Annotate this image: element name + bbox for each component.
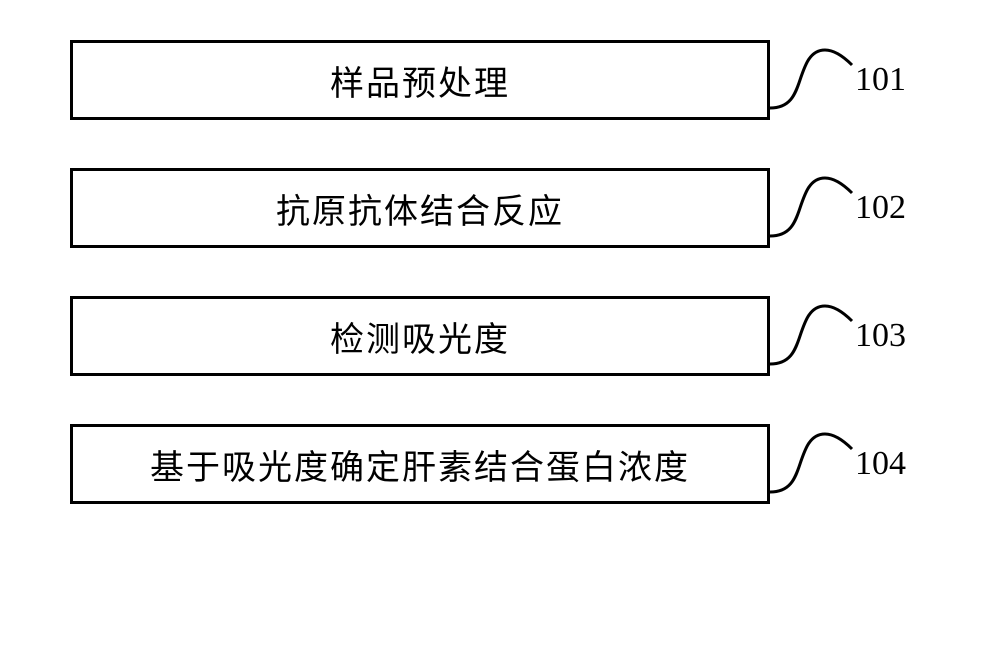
connector-path-4 <box>770 434 852 492</box>
step-text-1: 样品预处理 <box>330 56 510 105</box>
step-label-1: 101 <box>855 61 906 99</box>
connector-1 <box>770 40 860 120</box>
step-row-2: 抗原抗体结合反应 102 <box>70 168 930 248</box>
step-text-2: 抗原抗体结合反应 <box>276 184 564 233</box>
step-box-2: 抗原抗体结合反应 <box>70 168 770 248</box>
flowchart-container: 样品预处理 101 抗原抗体结合反应 102 检测吸光度 103 <box>70 40 930 552</box>
step-row-3: 检测吸光度 103 <box>70 296 930 376</box>
step-text-3: 检测吸光度 <box>330 312 510 361</box>
step-label-4: 104 <box>855 445 906 483</box>
step-row-1: 样品预处理 101 <box>70 40 930 120</box>
step-row-4: 基于吸光度确定肝素结合蛋白浓度 104 <box>70 424 930 504</box>
connector-3 <box>770 296 860 376</box>
step-text-4: 基于吸光度确定肝素结合蛋白浓度 <box>150 440 690 489</box>
connector-2 <box>770 168 860 248</box>
connector-4 <box>770 424 860 504</box>
connector-path-2 <box>770 178 852 236</box>
step-box-1: 样品预处理 <box>70 40 770 120</box>
step-box-3: 检测吸光度 <box>70 296 770 376</box>
step-box-4: 基于吸光度确定肝素结合蛋白浓度 <box>70 424 770 504</box>
step-label-2: 102 <box>855 189 906 227</box>
step-label-3: 103 <box>855 317 906 355</box>
connector-path-3 <box>770 306 852 364</box>
connector-path-1 <box>770 50 852 108</box>
